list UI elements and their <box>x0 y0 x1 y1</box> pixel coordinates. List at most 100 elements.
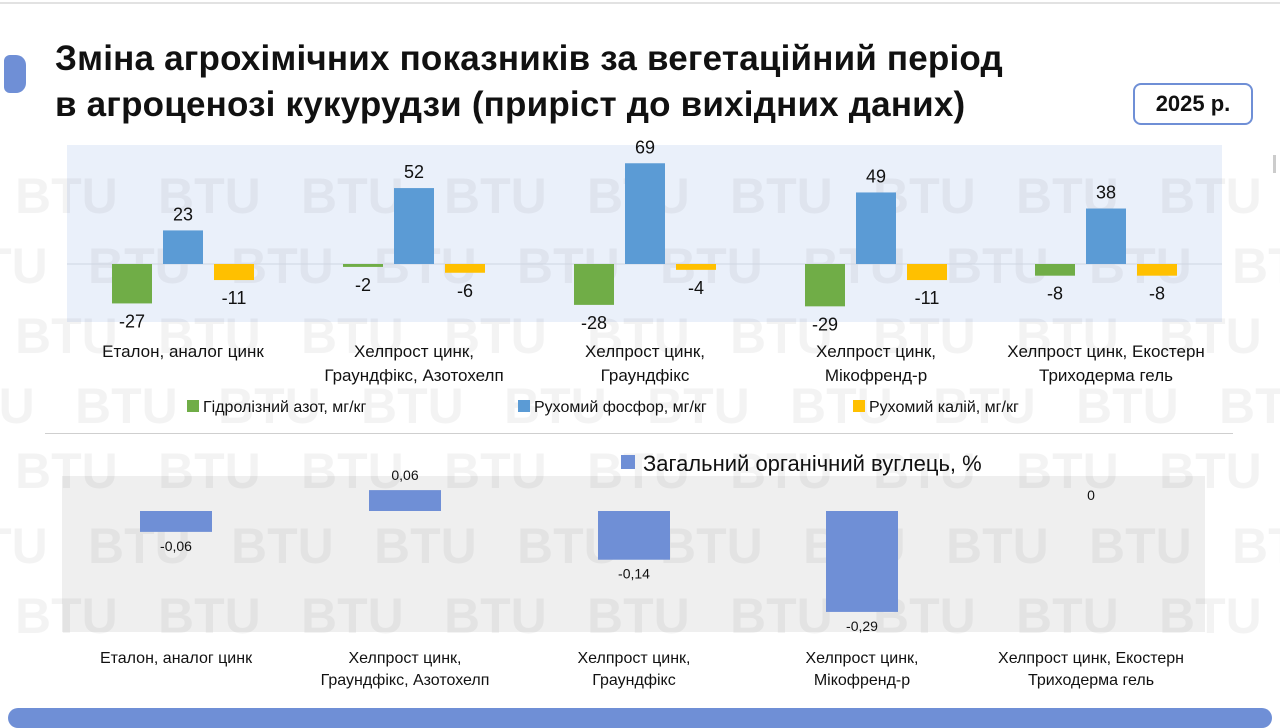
data-label: 69 <box>635 137 655 157</box>
legend-swatch <box>853 400 865 412</box>
scrollbar[interactable] <box>1273 155 1276 173</box>
watermark-text: BTU <box>301 443 404 499</box>
watermark-text: BTU <box>0 518 48 574</box>
slide-tab-marker <box>4 55 26 93</box>
bottom-bar <box>8 708 1272 728</box>
data-label: -28 <box>581 313 607 333</box>
category-label: Хелпрост цинк, <box>578 650 691 667</box>
category-label: Граундфікс <box>592 672 675 689</box>
watermark-text: BTU <box>0 238 48 294</box>
watermark-text: BTU <box>444 168 547 224</box>
watermark-text: BTU <box>790 378 893 434</box>
data-label: 0,06 <box>391 467 418 483</box>
watermark-text: BTU <box>15 168 118 224</box>
bar-phosphorus <box>394 188 434 264</box>
watermark-text: BTU <box>946 238 1049 294</box>
watermark-text: BTU <box>158 308 261 364</box>
data-label: -8 <box>1047 284 1063 304</box>
watermark-text: BTU <box>374 518 477 574</box>
watermark-text: BTU <box>730 443 833 499</box>
watermark-text: BTU <box>218 378 321 434</box>
year-badge: 2025 р. <box>1133 83 1253 125</box>
watermark-text: BTU <box>15 588 118 644</box>
bar-organic-carbon <box>826 511 898 612</box>
watermark-text: BTU <box>15 443 118 499</box>
category-label: Еталон, аналог цинк <box>102 342 264 361</box>
watermark-text: BTU <box>444 588 547 644</box>
watermark-text: BTU <box>0 378 35 434</box>
bar-organic-carbon <box>140 511 212 532</box>
watermark-text: BTU <box>730 308 833 364</box>
watermark-text: BTU <box>873 443 976 499</box>
watermark-text: BTU <box>1016 443 1119 499</box>
watermark-text: BTU <box>1159 443 1262 499</box>
legend-swatch <box>518 400 530 412</box>
category-label: Мікофренд-р <box>825 366 927 385</box>
bar-nitrogen <box>1035 264 1075 276</box>
watermark-text: BTU <box>231 518 334 574</box>
watermark-text: BTU <box>444 443 547 499</box>
watermark-text: BTU <box>1076 378 1179 434</box>
legend-swatch <box>621 455 635 469</box>
watermark-text: BTU <box>1219 378 1280 434</box>
watermark-text: BTU <box>1232 238 1280 294</box>
bar-phosphorus <box>856 192 896 264</box>
watermark-text: BTU <box>1159 168 1262 224</box>
data-label: -0,06 <box>160 538 192 554</box>
watermark-text: BTU <box>1016 588 1119 644</box>
watermark-text: BTU <box>75 378 178 434</box>
data-label: 23 <box>173 204 193 224</box>
category-label: Триходерма гель <box>1028 672 1154 689</box>
bar-phosphorus <box>1086 208 1126 264</box>
chart-separator <box>45 433 1233 434</box>
title-line-1: Зміна агрохімічних показників за вегетац… <box>55 39 1003 78</box>
category-label: Граундфікс <box>601 366 690 385</box>
watermark-text: BTU <box>730 588 833 644</box>
category-label: Хелпрост цинк, <box>806 650 919 667</box>
category-label: Хелпрост цинк, Екостерн <box>998 650 1184 667</box>
watermark-text: BTU <box>660 518 763 574</box>
bar-nitrogen <box>574 264 614 305</box>
title-line-2: в агроценозі кукурудзи (приріст до вихід… <box>55 85 966 124</box>
watermark-text: BTU <box>301 168 404 224</box>
data-label: -4 <box>688 278 704 298</box>
category-label: Еталон, аналог цинк <box>100 650 253 667</box>
data-label: 38 <box>1096 183 1116 203</box>
watermark-text: BTU <box>158 443 261 499</box>
bar-potassium <box>445 264 485 273</box>
legend-label: Загальний органічний вуглець, % <box>643 451 982 476</box>
data-label: -8 <box>1149 284 1165 304</box>
legend-swatch <box>187 400 199 412</box>
data-label: -0,29 <box>846 618 878 634</box>
watermark-text: BTU <box>361 378 464 434</box>
watermark-text: BTU <box>158 588 261 644</box>
bar-potassium <box>214 264 254 281</box>
watermark-text: BTU <box>1089 518 1192 574</box>
category-label: Мікофренд-р <box>814 672 910 689</box>
data-label: -11 <box>915 288 940 308</box>
watermark-text: BTU <box>1159 588 1262 644</box>
watermark-text: BTU <box>873 308 976 364</box>
watermark-text: BTU <box>587 443 690 499</box>
legend-label: Гідролізний азот, мг/кг <box>203 399 367 416</box>
category-label: Триходерма гель <box>1039 366 1173 385</box>
category-label: Хелпрост цинк, <box>585 342 705 361</box>
legend-label: Рухомий фосфор, мг/кг <box>534 399 707 416</box>
watermark-text: BTU <box>444 308 547 364</box>
watermark-text: BTU <box>1016 308 1119 364</box>
bar-nitrogen <box>805 264 845 307</box>
data-label: 49 <box>866 166 886 186</box>
category-label: Хелпрост цинк, <box>354 342 474 361</box>
watermark-text: BTU <box>647 378 750 434</box>
data-label: -2 <box>355 275 371 295</box>
category-label: Граундфікс, Азотохелп <box>321 672 490 689</box>
watermark-text: BTU <box>301 308 404 364</box>
watermark-text: BTU <box>158 168 261 224</box>
bar-phosphorus <box>163 230 203 264</box>
slide-title: Зміна агрохімічних показників за вегетац… <box>55 36 1003 128</box>
watermark-text: BTU <box>1232 518 1280 574</box>
bar-phosphorus <box>625 163 665 264</box>
bar-nitrogen <box>343 264 383 267</box>
watermark-text: BTU <box>15 308 118 364</box>
